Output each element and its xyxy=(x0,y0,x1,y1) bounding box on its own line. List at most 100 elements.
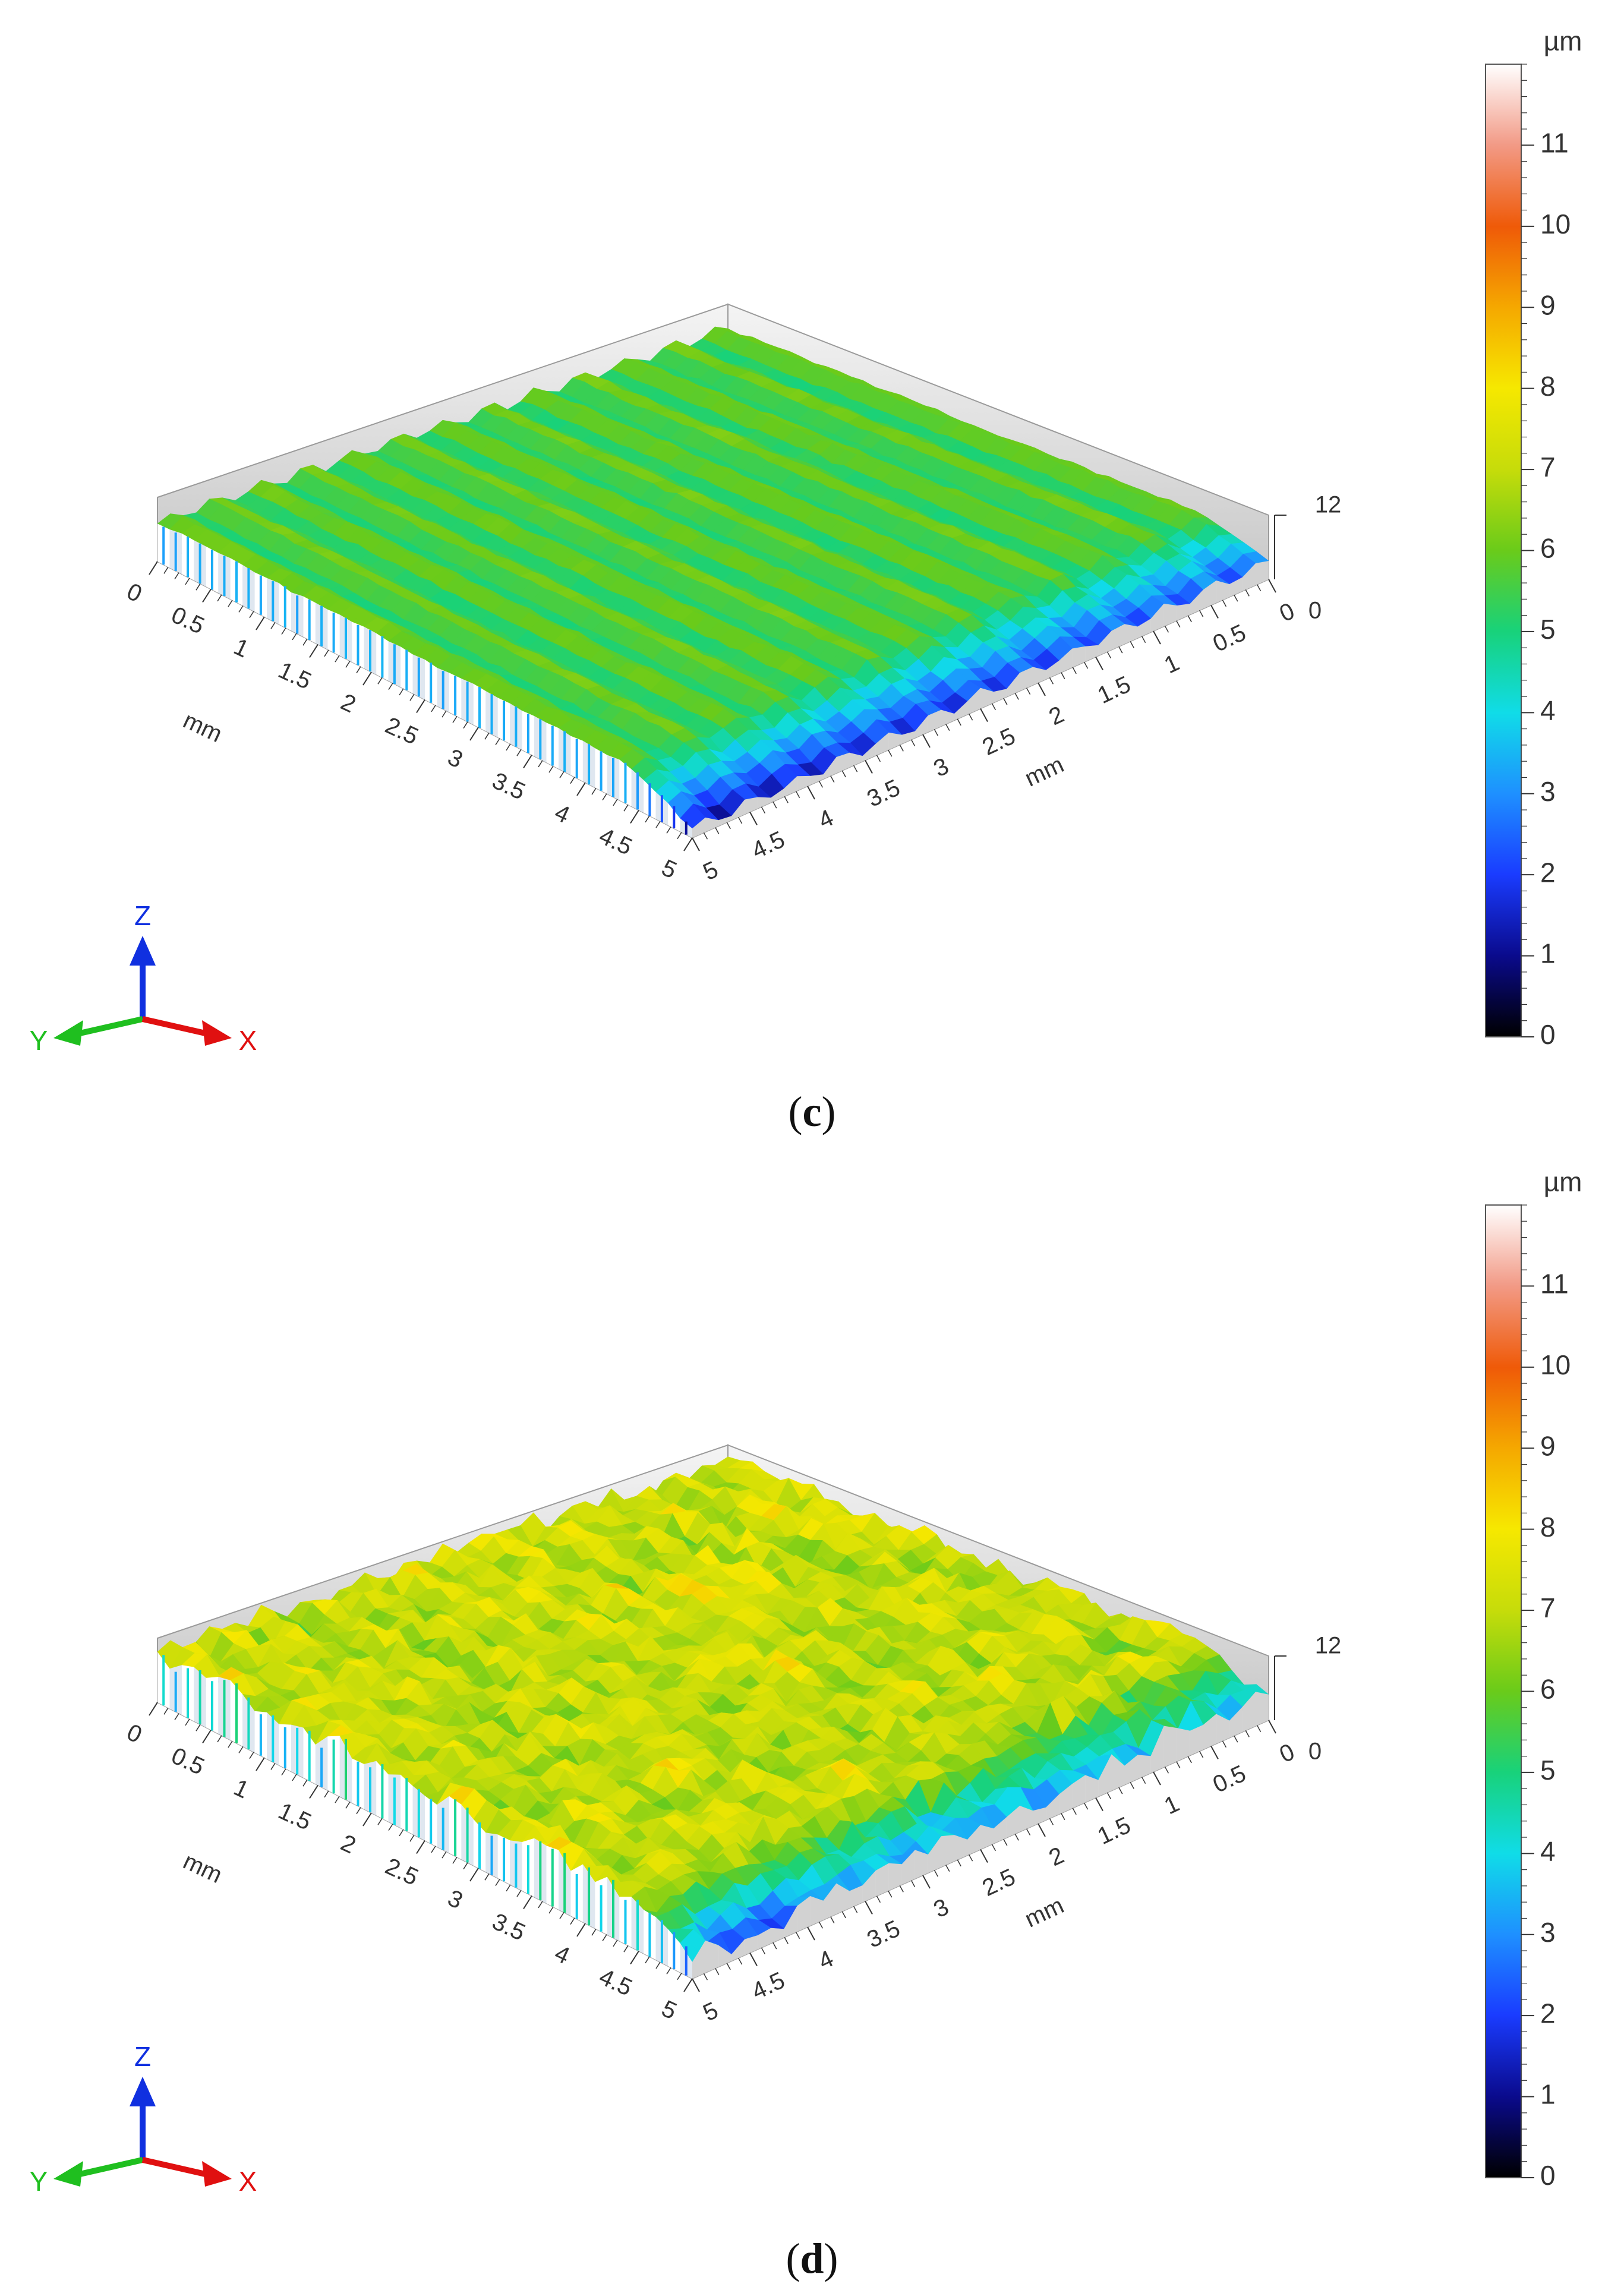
panel-c: 0 0.5 1 1.5 2 2.5 3 3.5 4 4.5 5 mm 0 0.5 1 1.5 2 2.5 3 3.5 4… xyxy=(0,0,1624,1141)
colorbar-tick-label: 4 xyxy=(1540,1835,1556,1866)
y-minor-tick xyxy=(1222,600,1227,607)
y-minor-tick xyxy=(737,1957,743,1965)
skirt-cell-right xyxy=(1020,1806,1033,1832)
x-minor-tick xyxy=(613,1939,618,1947)
x-tick-mark xyxy=(469,1868,479,1882)
y-minor-tick xyxy=(853,765,858,772)
caption-d-letter: d xyxy=(800,2235,824,2282)
y-minor-tick xyxy=(1106,1792,1112,1800)
y-minor-tick xyxy=(772,801,777,809)
x-tick-mark xyxy=(523,754,532,769)
x-minor-tick xyxy=(677,832,682,840)
skirt-cell-right xyxy=(862,1871,876,1903)
colorbar-tick-label: 6 xyxy=(1540,1674,1556,1705)
y-minor-tick xyxy=(772,1942,777,1950)
colorbar-tick-label: 8 xyxy=(1540,1512,1556,1543)
y-tick-label: 5 xyxy=(699,1997,723,2026)
y-minor-tick xyxy=(968,713,973,721)
triad-x-shaft xyxy=(141,1016,209,1037)
triad-y-shaft xyxy=(76,1016,144,1037)
skirt-cell-right xyxy=(1203,1714,1216,1750)
triad-z-label: Z xyxy=(134,2041,151,2072)
skirt-cell-right xyxy=(758,797,771,809)
y-minor-tick xyxy=(795,1932,800,1939)
y-minor-tick xyxy=(1061,1813,1065,1820)
skirt-cell-right xyxy=(1124,624,1138,644)
skirt-cell-right xyxy=(1177,1728,1190,1762)
y-minor-tick xyxy=(1026,1828,1031,1836)
y-tick-mark xyxy=(922,734,931,748)
colorbar-tick-label: 7 xyxy=(1540,1592,1556,1623)
skirt-cell-right xyxy=(1059,1784,1073,1815)
skirt-cell-right xyxy=(731,799,745,821)
colorbar-unit-label: µm xyxy=(1544,1166,1582,1197)
skirt-cell-right xyxy=(1033,1807,1046,1826)
x-minor-tick xyxy=(591,787,597,795)
y-tick-label: 2 xyxy=(1045,1842,1068,1871)
y-tick-label: 1.5 xyxy=(1093,671,1134,709)
colorbar-tick-label: 8 xyxy=(1540,371,1556,402)
skirt-cell-right xyxy=(692,1940,705,1979)
x-minor-tick xyxy=(538,760,543,768)
y-tick-mark xyxy=(692,837,700,851)
x-minor-tick xyxy=(174,572,179,580)
skirt-cell-right xyxy=(718,816,732,827)
skirt-cell-right xyxy=(705,817,719,832)
x-minor-tick xyxy=(324,1790,329,1798)
y-tick-mark xyxy=(980,708,988,722)
skirt-cell-right xyxy=(994,1817,1007,1844)
colorbar-tick-label: 0 xyxy=(1540,2160,1556,2191)
skirt-cell-right xyxy=(1229,577,1243,597)
x-tick-mark xyxy=(630,809,639,824)
x-tick-mark xyxy=(149,1702,158,1716)
x-tick-mark xyxy=(202,1729,212,1744)
x-minor-tick xyxy=(270,622,276,629)
x-minor-tick xyxy=(249,611,254,619)
skirt-cell-right xyxy=(849,752,863,768)
skirt-cell-right xyxy=(1137,619,1151,638)
colorbar-tick-label: 3 xyxy=(1540,776,1556,807)
x-tick-label: 5 xyxy=(658,854,681,884)
surface-plot-d: 0 0.5 1 1.5 2 2.5 3 3.5 4 4.5 5 mm 0 0.5 1 1.5 2 2.5 3 3.5 4… xyxy=(30,1166,1582,2197)
x-tick-mark xyxy=(256,616,265,630)
y-minor-tick xyxy=(853,1906,858,1913)
x-minor-tick xyxy=(452,715,458,723)
colorbar-tick-label: 9 xyxy=(1540,289,1556,320)
skirt-cell-right xyxy=(731,1939,745,1961)
y-minor-tick xyxy=(737,816,743,824)
y-tick-mark xyxy=(1268,579,1276,593)
caption-c-open: ( xyxy=(788,1088,803,1135)
y-tick-mark xyxy=(807,786,815,800)
skirt-cell-right xyxy=(875,732,889,756)
caption-c-letter: c xyxy=(802,1088,822,1135)
colorbar-tick-label: 10 xyxy=(1540,1349,1571,1380)
y-minor-tick xyxy=(1222,1740,1227,1748)
y-tick-label: 2.5 xyxy=(978,1864,1019,1901)
skirt-cell-right xyxy=(1111,1754,1125,1791)
surface-plot-c: 0 0.5 1 1.5 2 2.5 3 3.5 4 4.5 5 mm 0 0.5 1 1.5 2 2.5 3 3.5 4… xyxy=(30,26,1582,1056)
x-tick-mark xyxy=(469,727,479,741)
skirt-cell-right xyxy=(1124,1755,1138,1785)
y-tick-label: 4.5 xyxy=(748,1967,789,2005)
x-minor-tick xyxy=(548,1906,554,1914)
x-minor-tick xyxy=(591,1928,597,1936)
colorbar-tick-label: 4 xyxy=(1540,695,1556,726)
y-tick-label: 2.5 xyxy=(978,723,1019,761)
y-tick-mark xyxy=(1038,1823,1046,1837)
skirt-cell-right xyxy=(784,776,797,797)
y-minor-tick xyxy=(784,1937,789,1944)
y-minor-tick xyxy=(818,780,824,788)
x-minor-tick xyxy=(185,1718,190,1726)
x-minor-tick xyxy=(666,1967,671,1974)
x-tick-label: 2 xyxy=(337,689,360,718)
triad-z-label: Z xyxy=(134,900,151,931)
skirt-cell-right xyxy=(771,1928,784,1944)
caption-d-close: ) xyxy=(824,2235,838,2282)
z-tick-label-top: 12 xyxy=(1315,1633,1342,1659)
skirt-cell-right xyxy=(1229,1707,1243,1738)
y-minor-tick xyxy=(1083,661,1089,669)
skirt-cell-right xyxy=(1098,1754,1112,1797)
skirt-cell-right xyxy=(928,1836,941,1873)
y-minor-tick xyxy=(876,1895,881,1903)
x-minor-tick xyxy=(442,1851,447,1859)
